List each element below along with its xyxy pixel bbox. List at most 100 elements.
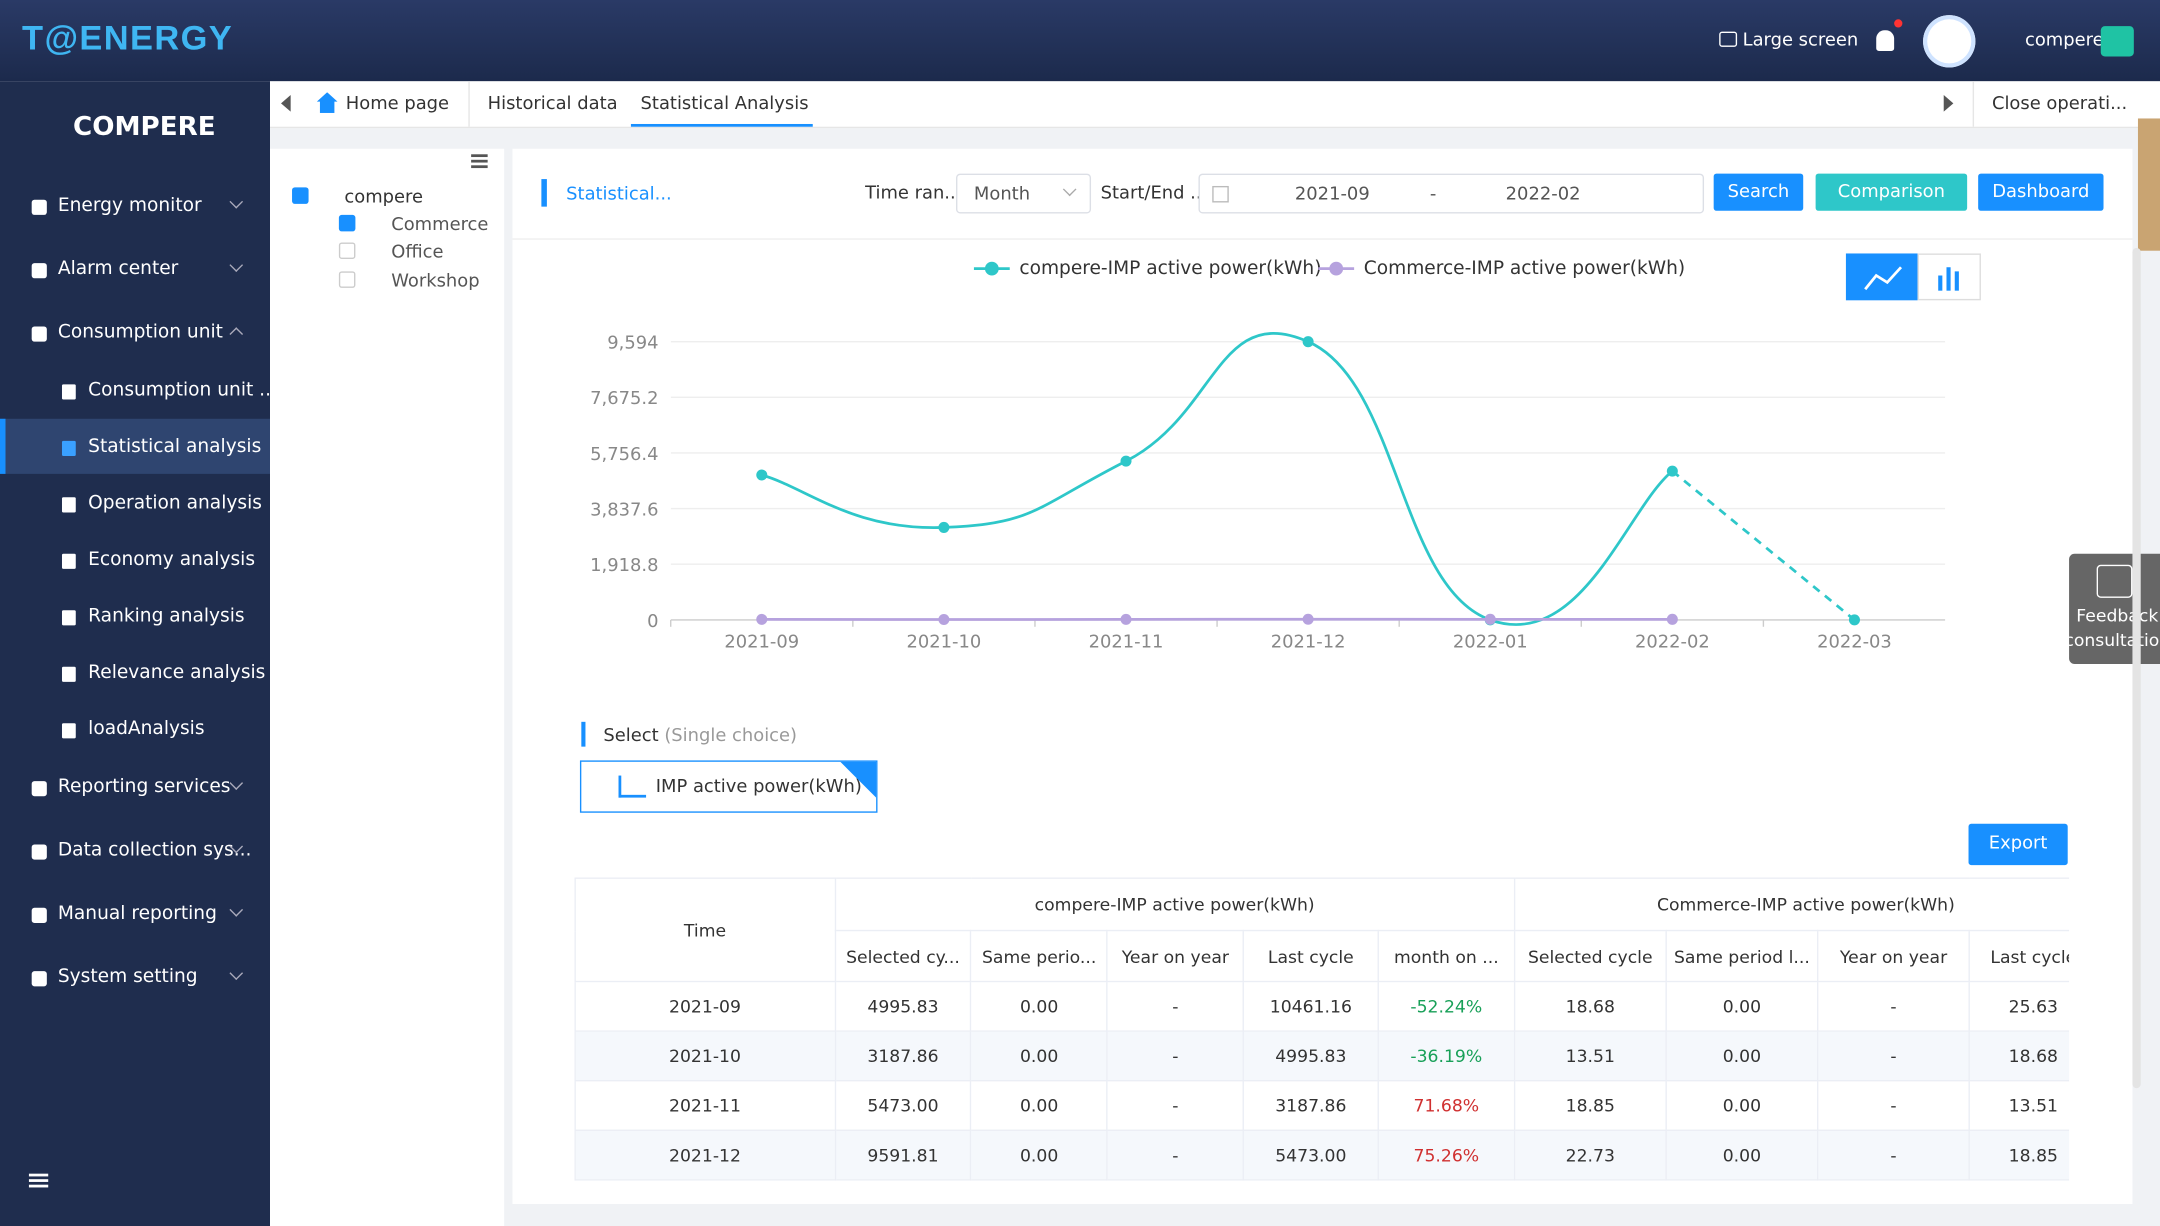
x-tick-label: 2022-03 [1817, 631, 1892, 652]
header-cell: Last cycle [1968, 929, 2070, 983]
menu-active-bar [0, 418, 6, 474]
tree-toggle[interactable] [471, 154, 488, 157]
table-cell: 4995.83 [1242, 1030, 1379, 1082]
header-cell: Time [574, 877, 836, 983]
brand: COMPERE [73, 111, 216, 142]
submenu-item[interactable]: Relevance analysis [88, 661, 266, 684]
start-end-label: Start/End ... [1100, 183, 1208, 204]
tab[interactable]: Home page [345, 93, 450, 115]
scrollbar [2132, 247, 2141, 1089]
tab-prev[interactable] [281, 95, 291, 112]
table-cell: 0.00 [1665, 1129, 1819, 1181]
large-screen[interactable]: Large screen [1719, 30, 1858, 51]
submenu-item[interactable]: Statistical analysis [88, 435, 262, 458]
table-cell: 10461.16 [1242, 980, 1379, 1032]
metric-option-label: IMP active power(kWh) [655, 776, 862, 798]
bell-icon[interactable] [1876, 30, 1895, 51]
legend-dot [984, 261, 999, 276]
header-cell: Selected cy... [834, 929, 972, 983]
table-row: 2021-09 4995.83 0.00-10461.16 -52.24% 18.68 0… [574, 980, 2070, 1032]
menu-item[interactable]: Data collection sys... [57, 838, 252, 861]
data-point [938, 521, 950, 533]
menu-item[interactable]: Reporting services [57, 775, 231, 798]
feedback-button[interactable]: Feedback consultation [2069, 553, 2160, 664]
submenu-item[interactable]: loadAnalysis [88, 717, 205, 740]
header-row: Time compere-IMP active power(kWh) Commerc… [574, 877, 2070, 983]
table-container: Time compere-IMP active power(kWh) Commerc… [574, 877, 2070, 1203]
y-tick-label: 7,675.2 [590, 388, 658, 409]
collapse-icon[interactable] [28, 1173, 49, 1177]
menu-item[interactable]: Energy monitor [57, 194, 202, 217]
menu-item[interactable]: Manual reporting [57, 902, 217, 925]
top-bar [0, 0, 2160, 82]
legend-dot [1329, 261, 1344, 276]
header-cell: Same perio... [970, 929, 1108, 983]
tree-node[interactable]: Office [338, 242, 444, 263]
table-cell: 75.26% [1377, 1129, 1516, 1181]
time-range-value: Month [973, 184, 1031, 206]
metric-option[interactable]: IMP active power(kWh) [579, 760, 878, 813]
table-cell: - [1106, 980, 1245, 1032]
home-icon [316, 92, 338, 113]
header-row: Selected cy... Same perio... Year on year L… [575, 929, 2070, 983]
data-point [938, 613, 950, 626]
submenu-icon [61, 384, 76, 400]
tree-node[interactable]: Commerce [338, 214, 488, 236]
data-point [1120, 613, 1132, 625]
submenu-item[interactable]: Ranking analysis [88, 604, 245, 627]
tree-node-label: Workshop [391, 271, 480, 293]
data-point [1302, 613, 1314, 625]
table-cell: -36.19% [1377, 1030, 1516, 1082]
data-point [1848, 614, 1860, 626]
menu-item[interactable]: Consumption unit [57, 320, 223, 344]
table-cell: 2021-09 [574, 980, 836, 1032]
export-button[interactable]: Export [1968, 823, 2068, 866]
close-operations[interactable]: Close operati... [1991, 93, 2128, 115]
y-tick-label: 0 [647, 611, 658, 632]
dashboard-button[interactable]: Dashboard [1978, 173, 2104, 211]
menu-icon [31, 326, 47, 342]
menu-item[interactable]: Alarm center [57, 257, 179, 280]
data-point [756, 469, 768, 481]
legend-label: compere-IMP active power(kWh) [1019, 258, 1321, 279]
header-group: Commerce-IMP active power(kWh) [1513, 877, 2070, 932]
header-cell: Last cycle [1242, 929, 1379, 983]
tab[interactable]: Historical data [487, 93, 618, 115]
user-name[interactable]: compere [2024, 30, 2104, 51]
tree-root[interactable]: compere [292, 187, 423, 208]
table-cell: - [1817, 980, 1971, 1032]
table-cell: 0.00 [1665, 980, 1819, 1032]
x-tick-label: 2021-12 [1271, 631, 1346, 652]
time-range-select[interactable]: Month [956, 173, 1092, 214]
x-tick-label: 2022-02 [1635, 631, 1710, 652]
series-line [761, 332, 1674, 626]
submenu-item[interactable]: Economy analysis [88, 548, 256, 571]
menu-active-bg [0, 418, 270, 474]
header-cell: Year on year [1106, 929, 1245, 983]
table-cell: - [1817, 1079, 1971, 1131]
tab-next[interactable] [1943, 95, 1954, 112]
tab[interactable]: Statistical Analysis [640, 93, 809, 115]
side-thumbnail [2137, 118, 2160, 251]
submenu-item[interactable]: Consumption unit ... [88, 378, 277, 401]
series-line-dashed [1671, 470, 1856, 621]
select-hint: (Single choice) [664, 725, 798, 747]
comparison-button[interactable]: Comparison [1815, 173, 1968, 211]
table-cell: 18.68 [1513, 980, 1667, 1032]
menu-item[interactable]: System setting [57, 965, 198, 988]
avatar[interactable] [1923, 15, 1976, 68]
table-row: 2021-11 5473.00 0.00-3187.86 71.68% 18.85 0.0… [574, 1079, 2070, 1131]
menu-icon [31, 263, 47, 279]
line-icon [1864, 266, 1903, 291]
date-range[interactable]: 2021-09 - 2022-02 [1198, 173, 1705, 214]
tab-divider [468, 81, 470, 127]
table-cell: 3187.86 [834, 1030, 972, 1082]
submenu-item[interactable]: Operation analysis [88, 491, 262, 514]
select-label-text: Select [603, 725, 659, 747]
select-label: Select (Single choice) [603, 726, 797, 747]
tree-node[interactable]: Workshop [338, 271, 480, 293]
line-view-button[interactable] [1845, 253, 1918, 301]
search-button[interactable]: Search [1713, 173, 1804, 211]
tree-panel [270, 148, 505, 1226]
